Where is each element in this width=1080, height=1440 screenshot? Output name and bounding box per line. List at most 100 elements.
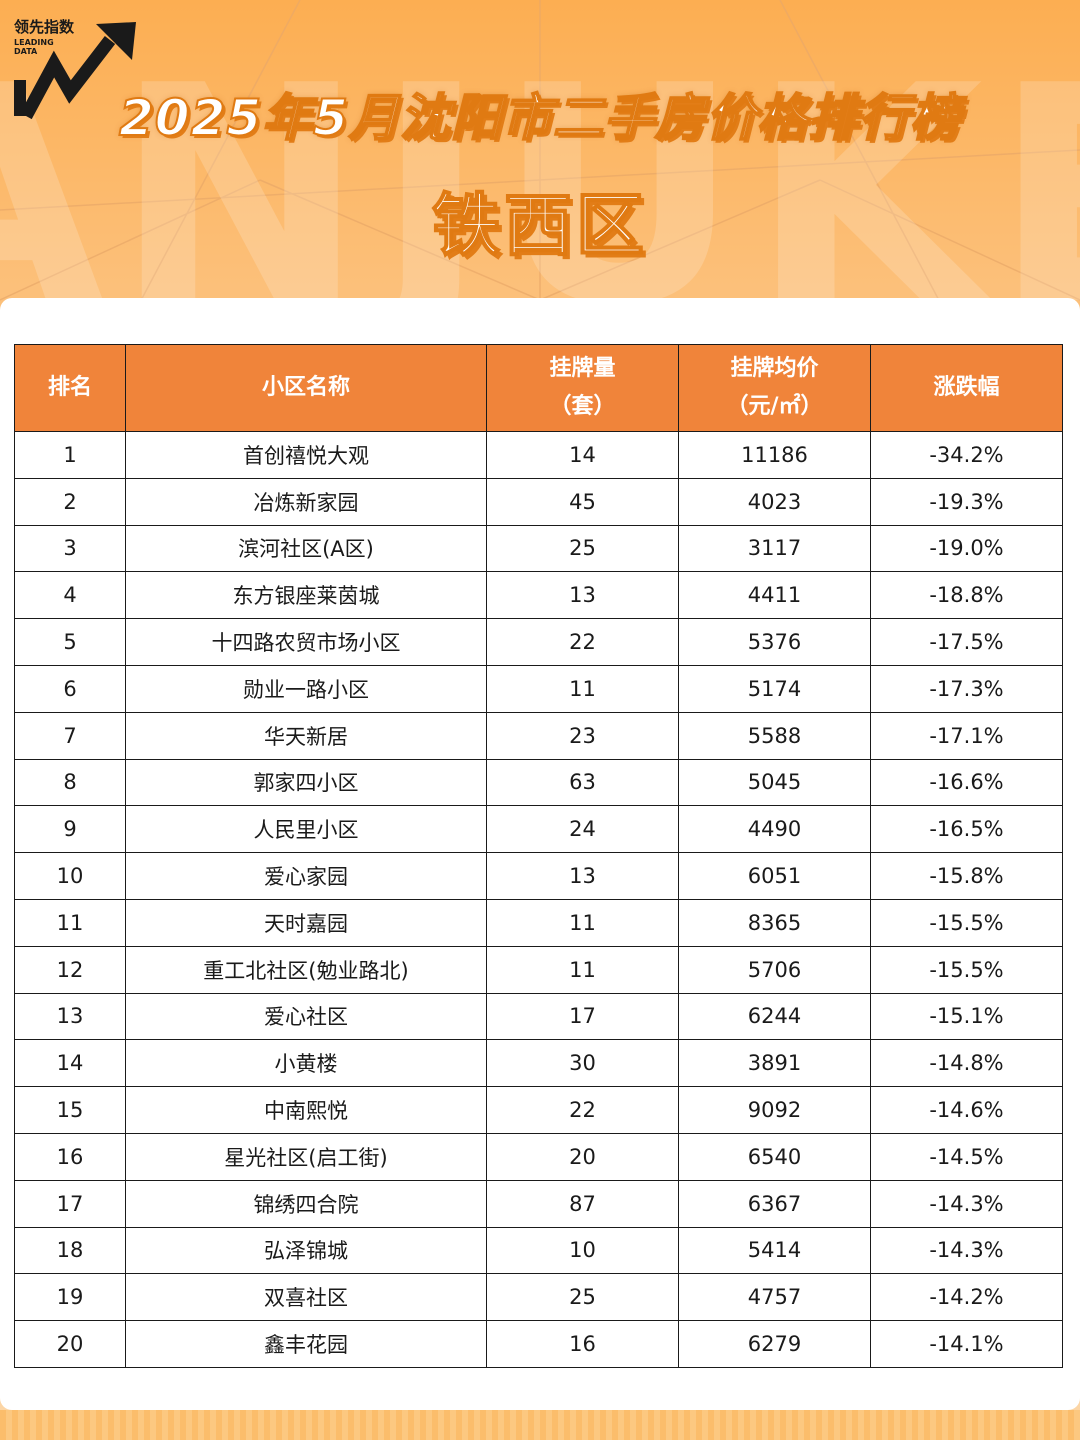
cell-change: -15.5%	[870, 898, 1063, 947]
cell-rank: 11	[14, 898, 126, 947]
cell-price: 5174	[678, 664, 871, 713]
cell-change: -17.1%	[870, 711, 1063, 760]
cell-change: -14.6%	[870, 1086, 1063, 1134]
cell-rank: 14	[14, 1039, 126, 1088]
table-row: 11 天时嘉园 11 8365 -15.5%	[14, 898, 1063, 947]
cell-rank: 13	[14, 992, 126, 1041]
cell-change: -15.8%	[870, 852, 1063, 900]
table-row: 20 鑫丰花园 16 6279 -14.1%	[14, 1320, 1063, 1368]
cell-rank: 17	[14, 1179, 126, 1228]
cell-name: 华天新居	[125, 711, 487, 760]
table-body: 1 首创禧悦大观 14 11186 -34.2% 2 冶炼新家园 45 4023 -19.3% 3 滨…	[14, 431, 1063, 1368]
table-row: 3 滨河社区(A区) 25 3117 -19.0%	[14, 524, 1063, 573]
table-row: 16 星光社区(启工街) 20 6540 -14.5%	[14, 1132, 1063, 1181]
cell-price: 6279	[678, 1320, 871, 1368]
cell-listings: 30	[486, 1039, 679, 1088]
cell-change: -17.5%	[870, 618, 1063, 666]
cell-change: -15.1%	[870, 992, 1063, 1041]
background-watermark: ANJUKE	[0, 0, 1080, 340]
cell-listings: 87	[486, 1179, 679, 1228]
cell-listings: 11	[486, 898, 679, 947]
cell-name: 小黄楼	[125, 1039, 487, 1088]
table-row: 18 弘泽锦城 10 5414 -14.3%	[14, 1226, 1063, 1275]
cell-rank: 15	[14, 1086, 126, 1134]
cell-name: 爱心家园	[125, 852, 487, 900]
cell-price: 3891	[678, 1039, 871, 1088]
cell-price: 5376	[678, 618, 871, 666]
table-row: 6 勋业一路小区 11 5174 -17.3%	[14, 664, 1063, 713]
cell-listings: 13	[486, 852, 679, 900]
cell-price: 4757	[678, 1273, 871, 1322]
cell-rank: 1	[14, 431, 126, 479]
cell-listings: 22	[486, 618, 679, 666]
cell-change: -16.5%	[870, 805, 1063, 854]
cell-price: 5045	[678, 758, 871, 807]
cell-name: 弘泽锦城	[125, 1226, 487, 1275]
header-listings-label: 挂牌量	[549, 356, 616, 381]
logo-en-line1: LEADING	[14, 38, 54, 47]
cell-listings: 11	[486, 664, 679, 713]
cell-rank: 12	[14, 945, 126, 994]
cell-name: 东方银座莱茵城	[125, 571, 487, 620]
table-header-row: 排名 小区名称 挂牌量 （套） 挂牌均价 （元/㎡） 涨跌幅	[14, 344, 1063, 432]
cell-price: 9092	[678, 1086, 871, 1134]
table-row: 5 十四路农贸市场小区 22 5376 -17.5%	[14, 618, 1063, 666]
ranking-table: 排名 小区名称 挂牌量 （套） 挂牌均价 （元/㎡） 涨跌幅 1 首创禧悦大观 14…	[14, 344, 1063, 1368]
cell-rank: 3	[14, 524, 126, 573]
cell-name: 冶炼新家园	[125, 477, 487, 526]
cell-name: 首创禧悦大观	[125, 431, 487, 479]
cell-change: -14.1%	[870, 1320, 1063, 1368]
cell-rank: 9	[14, 805, 126, 854]
cell-price: 5588	[678, 711, 871, 760]
cell-price: 11186	[678, 431, 871, 479]
cell-listings: 22	[486, 1086, 679, 1134]
cell-listings: 25	[486, 524, 679, 573]
table-row: 13 爱心社区 17 6244 -15.1%	[14, 992, 1063, 1041]
cell-name: 郭家四小区	[125, 758, 487, 807]
table-row: 15 中南熙悦 22 9092 -14.6%	[14, 1086, 1063, 1134]
cell-change: -34.2%	[870, 431, 1063, 479]
cell-listings: 10	[486, 1226, 679, 1275]
cell-name: 勋业一路小区	[125, 664, 487, 713]
cell-rank: 2	[14, 477, 126, 526]
table-row: 17 锦绣四合院 87 6367 -14.3%	[14, 1179, 1063, 1228]
cell-change: -19.0%	[870, 524, 1063, 573]
cell-rank: 10	[14, 852, 126, 900]
header-change: 涨跌幅	[870, 344, 1063, 432]
cell-price: 6540	[678, 1132, 871, 1181]
cell-listings: 25	[486, 1273, 679, 1322]
table-row: 10 爱心家园 13 6051 -15.8%	[14, 852, 1063, 900]
cell-rank: 20	[14, 1320, 126, 1368]
cell-rank: 5	[14, 618, 126, 666]
table-row: 8 郭家四小区 63 5045 -16.6%	[14, 758, 1063, 807]
cell-price: 6367	[678, 1179, 871, 1228]
table-row: 19 双喜社区 25 4757 -14.2%	[14, 1273, 1063, 1322]
cell-name: 鑫丰花园	[125, 1320, 487, 1368]
cell-name: 十四路农贸市场小区	[125, 618, 487, 666]
cell-change: -14.2%	[870, 1273, 1063, 1322]
cell-price: 4411	[678, 571, 871, 620]
header-name: 小区名称	[125, 344, 487, 432]
header-price: 挂牌均价 （元/㎡）	[678, 344, 871, 432]
cell-name: 双喜社区	[125, 1273, 487, 1322]
table-row: 9 人民里小区 24 4490 -16.5%	[14, 805, 1063, 854]
page-title: 2025年5月沈阳市二手房价格排行榜	[118, 88, 961, 148]
cell-rank: 4	[14, 571, 126, 620]
cell-name: 天时嘉园	[125, 898, 487, 947]
header-price-unit: （元/㎡）	[726, 394, 823, 419]
cell-rank: 19	[14, 1273, 126, 1322]
cell-change: -19.3%	[870, 477, 1063, 526]
trend-arrow-icon	[14, 22, 136, 120]
table-row: 12 重工北社区(勉业路北) 11 5706 -15.5%	[14, 945, 1063, 994]
cell-listings: 63	[486, 758, 679, 807]
table-row: 7 华天新居 23 5588 -17.1%	[14, 711, 1063, 760]
logo-cn-text: 领先指数	[14, 18, 75, 36]
cell-name: 人民里小区	[125, 805, 487, 854]
cell-price: 5706	[678, 945, 871, 994]
cell-name: 滨河社区(A区)	[125, 524, 487, 573]
cell-name: 爱心社区	[125, 992, 487, 1041]
cell-name: 锦绣四合院	[125, 1179, 487, 1228]
table-row: 1 首创禧悦大观 14 11186 -34.2%	[14, 431, 1063, 479]
cell-change: -14.5%	[870, 1132, 1063, 1181]
cell-rank: 6	[14, 664, 126, 713]
